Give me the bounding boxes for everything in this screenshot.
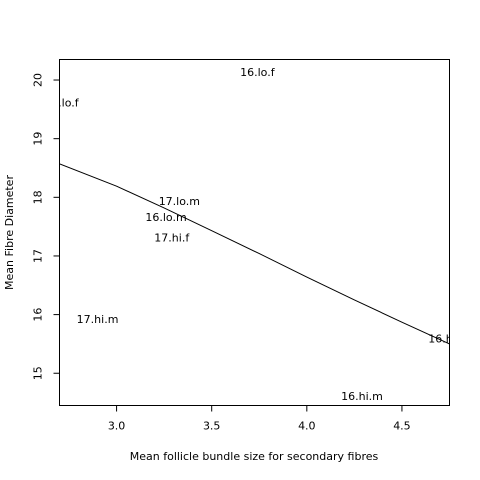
point-label: 17.lo.f xyxy=(44,96,80,109)
point-label: 16.hi.f xyxy=(428,333,464,346)
point-label: 16.lo.m xyxy=(145,211,186,224)
x-tick-label: 3.0 xyxy=(108,420,126,433)
y-tick-label: 20 xyxy=(32,73,45,87)
y-tick-label: 17 xyxy=(32,249,45,263)
point-labels: 16.lo.f 17.lo.f 17.lo.m 16.lo.m 17.hi.f 17.hi… xyxy=(44,66,464,403)
y-tick-label: 18 xyxy=(32,190,45,204)
x-tick-label: 3.5 xyxy=(203,420,221,433)
y-tick-label: 16 xyxy=(32,308,45,322)
point-label: 16.hi.m xyxy=(341,390,383,403)
point-label: 17.hi.f xyxy=(154,231,190,244)
y-axis: 15 16 17 18 19 20 xyxy=(32,73,60,380)
plot-frame xyxy=(60,60,450,406)
y-axis-title: Mean Fibre Diameter xyxy=(3,175,16,290)
point-label: 17.lo.m xyxy=(159,195,200,208)
x-tick-label: 4.5 xyxy=(393,420,411,433)
x-axis: 3.0 3.5 4.0 4.5 xyxy=(108,406,411,433)
y-tick-label: 19 xyxy=(32,132,45,146)
x-tick-label: 4.0 xyxy=(298,420,316,433)
point-label: 16.lo.f xyxy=(240,66,276,79)
point-label: 17.hi.m xyxy=(77,313,119,326)
y-tick-label: 15 xyxy=(32,366,45,380)
x-axis-title: Mean follicle bundle size for secondary … xyxy=(130,450,379,463)
